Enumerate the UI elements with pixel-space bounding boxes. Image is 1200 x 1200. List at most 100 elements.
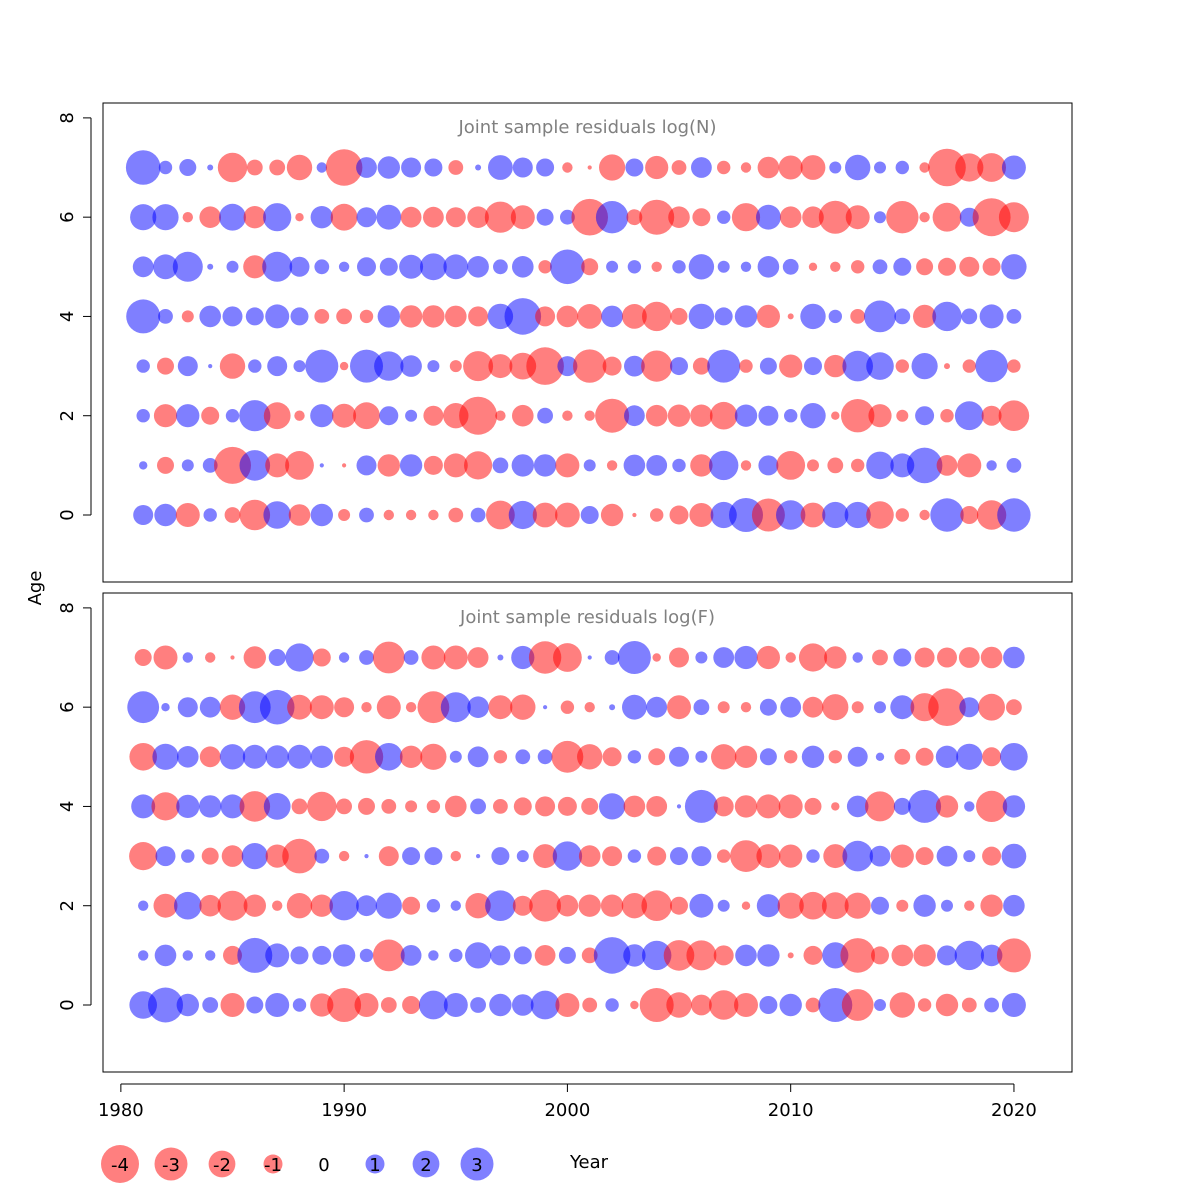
residual-bubble	[350, 349, 383, 383]
residual-bubble	[445, 305, 467, 328]
residual-bubble	[511, 454, 534, 477]
residual-bubble	[265, 993, 290, 1017]
legend-bubble	[101, 1145, 139, 1183]
residual-bubble	[1003, 894, 1025, 917]
residual-bubble	[800, 403, 826, 429]
residual-bubble	[265, 304, 290, 329]
residual-bubble	[558, 946, 576, 964]
residual-bubble	[717, 160, 731, 175]
residual-bubble	[294, 410, 305, 421]
residual-bubble	[804, 797, 822, 815]
residual-bubble	[964, 801, 975, 812]
residual-bubble	[893, 648, 912, 667]
residual-bubble	[913, 894, 936, 917]
residual-bubble	[691, 157, 712, 178]
residual-bubble	[670, 896, 688, 915]
residual-bubble	[555, 993, 580, 1017]
residual-bubble	[290, 307, 309, 326]
residual-bubble	[915, 847, 934, 866]
residual-bubble	[338, 261, 350, 272]
residual-bubble	[740, 460, 752, 471]
residual-bubble	[624, 405, 645, 427]
legend-item: -2	[208, 1150, 236, 1178]
y-tick-label: 6	[57, 701, 78, 712]
residual-bubble	[823, 844, 848, 869]
residual-bubble	[642, 940, 672, 971]
residual-bubble	[492, 457, 509, 474]
legend-label: 3	[471, 1155, 482, 1176]
residual-bubble	[359, 507, 374, 523]
residual-bubble	[421, 645, 446, 670]
residual-bubble	[182, 652, 193, 663]
residual-bubble	[980, 894, 1003, 917]
residual-bubble	[312, 945, 332, 965]
residual-bubble	[127, 691, 160, 724]
residual-bubble	[740, 261, 752, 272]
residual-bubble	[157, 357, 174, 375]
residual-bubble	[842, 350, 873, 382]
residual-bubble	[265, 943, 290, 968]
residual-bubble	[239, 450, 271, 481]
residual-bubble	[310, 206, 333, 229]
residual-bubble	[740, 702, 752, 713]
residual-bubble	[179, 159, 197, 176]
residual-bubble	[402, 996, 421, 1014]
residual-bubble	[936, 455, 958, 476]
residual-bubble	[734, 993, 758, 1017]
residual-bubble	[292, 998, 307, 1012]
residual-bubble	[913, 304, 937, 328]
residual-bubble	[217, 890, 248, 921]
residual-bubble	[126, 299, 161, 334]
residual-bubble	[782, 258, 799, 275]
residual-bubble	[937, 647, 957, 668]
residual-bubble	[584, 702, 595, 713]
residual-bubble	[780, 696, 802, 718]
residual-bubble	[512, 994, 534, 1016]
y-tick-label: 2	[57, 410, 78, 421]
residual-bubble	[265, 745, 289, 769]
residual-bubble	[896, 899, 909, 912]
residual-bubble	[646, 796, 668, 817]
y-tick-label: 2	[57, 900, 78, 911]
residual-bubble	[291, 798, 308, 815]
residual-bubble	[928, 148, 966, 187]
residual-bubble	[263, 793, 291, 820]
residual-bubble	[906, 447, 943, 484]
residual-bubble	[977, 153, 1006, 182]
residual-bubble	[428, 950, 439, 961]
residual-bubble	[961, 997, 977, 1013]
residual-bubble	[443, 254, 469, 280]
residual-bubble	[383, 509, 394, 521]
residual-bubble	[822, 694, 849, 721]
residual-bubble	[405, 509, 417, 521]
residual-bubble	[176, 404, 200, 428]
residual-bubble	[757, 156, 780, 179]
residual-bubble	[426, 899, 441, 913]
legend-item: -1	[263, 1154, 283, 1176]
residual-bubble	[423, 405, 444, 426]
residual-bubble	[515, 749, 531, 765]
residual-bubble	[226, 260, 239, 273]
residual-bubble	[624, 355, 645, 377]
residual-bubble	[648, 748, 666, 766]
residual-bubble	[338, 850, 350, 862]
residual-bubble	[339, 361, 349, 371]
residual-bubble	[560, 209, 575, 225]
residual-bubble	[497, 654, 504, 661]
residual-bubble	[868, 404, 892, 428]
residual-bubble	[465, 893, 491, 919]
legend-label: -1	[264, 1155, 282, 1176]
residual-bubble	[930, 498, 964, 532]
residual-bubble	[866, 352, 894, 380]
residual-bubble	[847, 746, 868, 767]
residual-bubble	[641, 350, 673, 382]
x-tick-label: 2000	[544, 1100, 590, 1121]
legend-label: -2	[213, 1155, 231, 1176]
residual-bubble	[329, 891, 359, 921]
residual-bubble	[375, 892, 402, 919]
residual-bubble	[604, 650, 620, 665]
residual-bubble	[376, 695, 401, 720]
residual-bubble	[617, 641, 651, 674]
residual-bubble	[758, 405, 779, 426]
panels-layer: Joint sample residuals log(N) Joint sampl…	[102, 102, 1073, 1073]
